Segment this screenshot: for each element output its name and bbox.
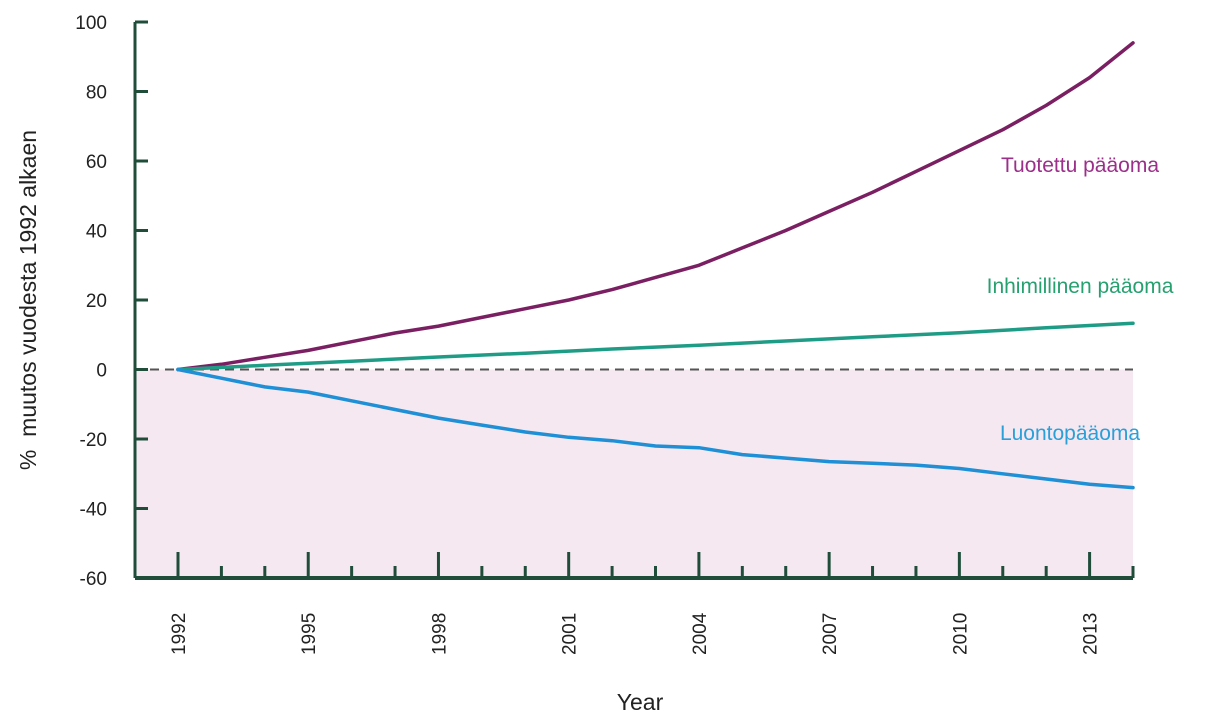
y-tick-label: -20	[80, 430, 107, 451]
y-tick-label: 100	[75, 13, 107, 34]
x-axis-title: Year	[617, 689, 664, 715]
x-axis: 1992 1995 1998 2001 2004 2007 2010 2013	[135, 552, 1135, 655]
series-line-3	[176, 367, 1135, 490]
x-tick-label: 1992	[169, 613, 190, 655]
y-tick-label: -60	[80, 569, 107, 590]
y-tick-label: -40	[80, 500, 107, 521]
x-tick-label: 1995	[299, 613, 320, 655]
y-tick-label: 40	[86, 222, 107, 243]
series-label-2: Inhimillinen pääoma	[987, 275, 1174, 298]
series-line-1	[176, 41, 1135, 372]
y-tick-label: 80	[86, 83, 107, 104]
y-tick-label: 20	[86, 291, 107, 312]
y-tick-label: 0	[96, 361, 107, 382]
y-axis-title: % muutos vuodesta 1992 alkaen	[15, 130, 41, 470]
series-label-1: Tuotettu pääoma	[1001, 154, 1159, 177]
x-tick-label: 2001	[560, 613, 581, 655]
series-label-3: Luontopääoma	[1000, 422, 1140, 445]
series-layer: Tuotettu pääoma Inhimillinen pääoma Luonto…	[176, 41, 1174, 490]
negative-region-shading	[135, 369, 1133, 578]
x-tick-label: 2004	[690, 612, 711, 655]
y-tick-label: 60	[86, 152, 107, 173]
x-tick-label: 1998	[429, 613, 450, 655]
series-line-2	[176, 321, 1135, 372]
x-tick-label: 2013	[1081, 613, 1102, 655]
x-tick-label: 2010	[950, 613, 971, 655]
x-tick-label: 2007	[820, 613, 841, 655]
